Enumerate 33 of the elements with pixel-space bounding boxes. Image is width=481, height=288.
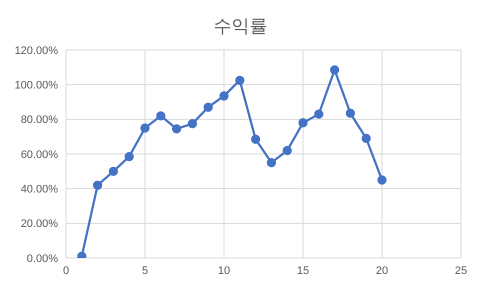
point xyxy=(266,158,276,168)
x-tick-label: 0 xyxy=(62,264,70,277)
point xyxy=(282,146,292,156)
point xyxy=(188,119,198,128)
point xyxy=(124,152,134,162)
y-tick-label: 20.00% xyxy=(20,218,58,230)
point xyxy=(235,76,244,85)
y-tick-label: 120.00% xyxy=(14,44,58,57)
y-tick-label: 80.00% xyxy=(20,114,58,126)
point xyxy=(204,102,213,112)
point xyxy=(140,123,150,133)
x-tick-label: 20 xyxy=(376,264,388,277)
point xyxy=(172,124,182,134)
point xyxy=(346,108,356,118)
point xyxy=(314,110,324,119)
point xyxy=(330,65,340,75)
chart-title: 수익률 xyxy=(212,15,268,38)
point xyxy=(362,134,371,144)
y-tick-label: 0.00% xyxy=(26,252,58,265)
point xyxy=(219,91,229,101)
point xyxy=(156,111,166,120)
point xyxy=(108,166,118,176)
x-tick-label: 25 xyxy=(454,264,468,277)
y-tick-label: 100.00% xyxy=(14,80,58,92)
x-tick-label: 10 xyxy=(218,264,230,277)
point xyxy=(250,134,260,144)
x-tick-label: 5 xyxy=(142,264,148,277)
y-tick-label: 60.00% xyxy=(20,148,58,161)
point xyxy=(377,175,387,185)
point xyxy=(92,180,102,190)
y-tick-label: 40.00% xyxy=(20,184,58,196)
x-tick-label: 15 xyxy=(296,264,310,277)
point xyxy=(298,118,308,128)
